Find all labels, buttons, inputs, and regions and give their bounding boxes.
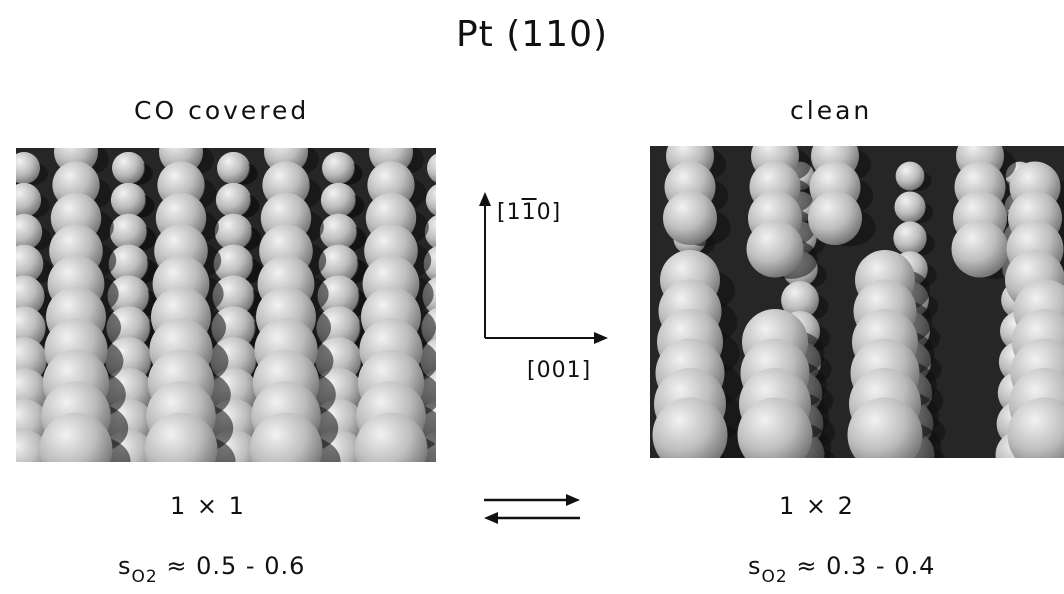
surface-atom <box>847 397 923 458</box>
second-layer-atom <box>16 152 40 184</box>
second-layer-atom <box>214 213 252 251</box>
surface-atom <box>39 412 113 462</box>
second-layer-atom <box>112 152 144 184</box>
surface-atom <box>652 397 728 458</box>
clean-surface-model <box>650 146 1064 458</box>
horizontal-arrowhead <box>594 332 608 344</box>
direction-001-label: [001] <box>527 358 592 383</box>
surface-atom <box>249 412 323 462</box>
surface-atom <box>144 412 218 462</box>
second-layer-atom <box>425 184 436 216</box>
figure-title: Pt (110) <box>455 14 609 55</box>
second-layer-atom <box>318 244 358 284</box>
surface-atom <box>746 220 804 278</box>
surface-atom <box>1007 397 1064 458</box>
equilibrium-arrows <box>484 494 580 524</box>
second-layer-atom <box>215 182 251 218</box>
surface-atom <box>737 397 813 458</box>
surface-atom <box>354 412 428 462</box>
second-layer-atom <box>110 182 146 218</box>
structure-1x2-label: 1 × 2 <box>779 492 855 520</box>
second-layer-atom <box>893 221 927 255</box>
co-covered-label: CO covered <box>134 96 310 125</box>
second-layer-atom <box>16 275 45 317</box>
second-layer-atom <box>16 244 44 284</box>
sticking-coefficient-left: sO2 ≈ 0.5 - 0.6 <box>118 552 306 587</box>
surface-atom <box>808 191 862 245</box>
second-layer-atom <box>319 213 357 251</box>
surface-atom <box>663 191 717 245</box>
sticking-coefficient-right: sO2 ≈ 0.3 - 0.4 <box>748 552 936 587</box>
surface-atom <box>951 220 1009 278</box>
second-layer-atom <box>895 161 925 191</box>
second-layer-atom <box>107 275 149 317</box>
second-layer-atom <box>781 281 819 319</box>
co-covered-surface-model <box>16 148 436 462</box>
second-layer-atom <box>894 191 926 223</box>
forward-arrowhead <box>566 494 580 506</box>
second-layer-atom <box>213 244 253 284</box>
second-layer-atom <box>217 152 249 184</box>
second-layer-atom <box>322 152 354 184</box>
second-layer-atom <box>317 275 359 317</box>
second-layer-atom <box>109 213 147 251</box>
reverse-arrowhead <box>484 512 498 524</box>
direction-1-bar1-0-label: [110] <box>497 200 562 225</box>
second-layer-atom <box>427 153 436 183</box>
structure-1x1-label: 1 × 1 <box>170 492 246 520</box>
clean-label: clean <box>790 96 873 125</box>
vertical-arrowhead <box>479 192 491 206</box>
second-layer-atom <box>108 244 148 284</box>
crystal-direction-axes <box>479 192 608 344</box>
second-layer-atom <box>16 182 42 218</box>
second-layer-atom <box>320 182 356 218</box>
second-layer-atom <box>16 213 43 251</box>
second-layer-atom <box>212 275 254 317</box>
